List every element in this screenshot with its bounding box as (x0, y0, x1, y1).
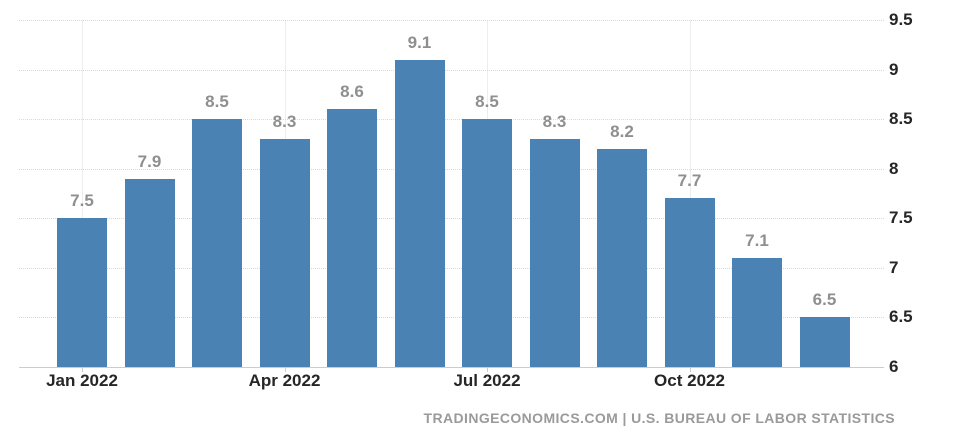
y-axis-tick-label: 8.5 (889, 109, 913, 129)
x-axis-tick-label: Oct 2022 (654, 371, 725, 390)
bar-Sep 2022[interactable] (597, 148, 647, 367)
y-axis-tick-label: 7 (889, 257, 899, 277)
bar-Aug 2022[interactable] (529, 138, 580, 367)
h-gridline (19, 218, 884, 220)
y-axis-tick-label: 6 (889, 357, 899, 376)
x-axis-tick-label: Jan 2022 (46, 371, 118, 390)
y-axis-tick-label: 9.5 (889, 10, 913, 29)
y-axis-tick-label: 7.5 (889, 208, 913, 228)
bar-Mar 2022[interactable] (192, 119, 242, 367)
bar-Dec 2022[interactable] (799, 317, 850, 367)
bar-value-label: 8.5 (205, 92, 229, 112)
h-gridline (19, 119, 884, 121)
h-gridline (19, 267, 884, 269)
h-gridline (19, 20, 884, 21)
bar-value-label: 6.5 (812, 290, 837, 310)
bar-value-label: 8.6 (340, 82, 364, 102)
bar-Jun 2022[interactable] (394, 59, 445, 367)
bar-value-label: 7.9 (137, 151, 162, 171)
bar-Feb 2022[interactable] (124, 178, 175, 367)
v-gridline (82, 20, 83, 367)
bar-Jul 2022[interactable] (462, 119, 512, 367)
bar-Oct 2022[interactable] (664, 198, 715, 367)
h-gridline (19, 168, 884, 170)
bar-value-label: 8.2 (610, 121, 634, 141)
bar-Apr 2022[interactable] (259, 138, 310, 367)
y-axis-tick-label: 6.5 (889, 307, 913, 327)
y-axis-tick-label: 9 (889, 59, 899, 79)
x-axis-tick-label: Apr 2022 (248, 371, 321, 390)
attribution-text: TRADINGECONOMICS.COM | U.S. BUREAU OF LA… (423, 410, 895, 426)
bar-value-label: 9.1 (407, 32, 432, 52)
bar-value-label: 8.3 (272, 111, 297, 131)
bar-May 2022[interactable] (327, 109, 377, 367)
h-gridline (19, 69, 884, 71)
y-axis-tick-label: 8 (889, 158, 899, 178)
bar-value-label: 7.5 (70, 191, 94, 211)
x-axis-tick (284, 367, 286, 372)
x-axis-tick (82, 367, 83, 372)
h-gridline (19, 317, 884, 319)
bar-Nov 2022[interactable] (732, 257, 782, 367)
plot-area (19, 20, 884, 368)
x-axis-tick-label: Jul 2022 (453, 371, 521, 390)
bar-value-label: 8.3 (542, 111, 567, 131)
bar-value-label: 7.1 (745, 230, 769, 250)
x-axis-tick (487, 367, 488, 372)
bar-Jan 2022[interactable] (57, 218, 107, 367)
bar-value-label: 8.5 (475, 92, 499, 112)
x-axis-tick (689, 367, 691, 372)
v-gridline (689, 20, 691, 367)
bar-value-label: 7.7 (677, 171, 702, 191)
